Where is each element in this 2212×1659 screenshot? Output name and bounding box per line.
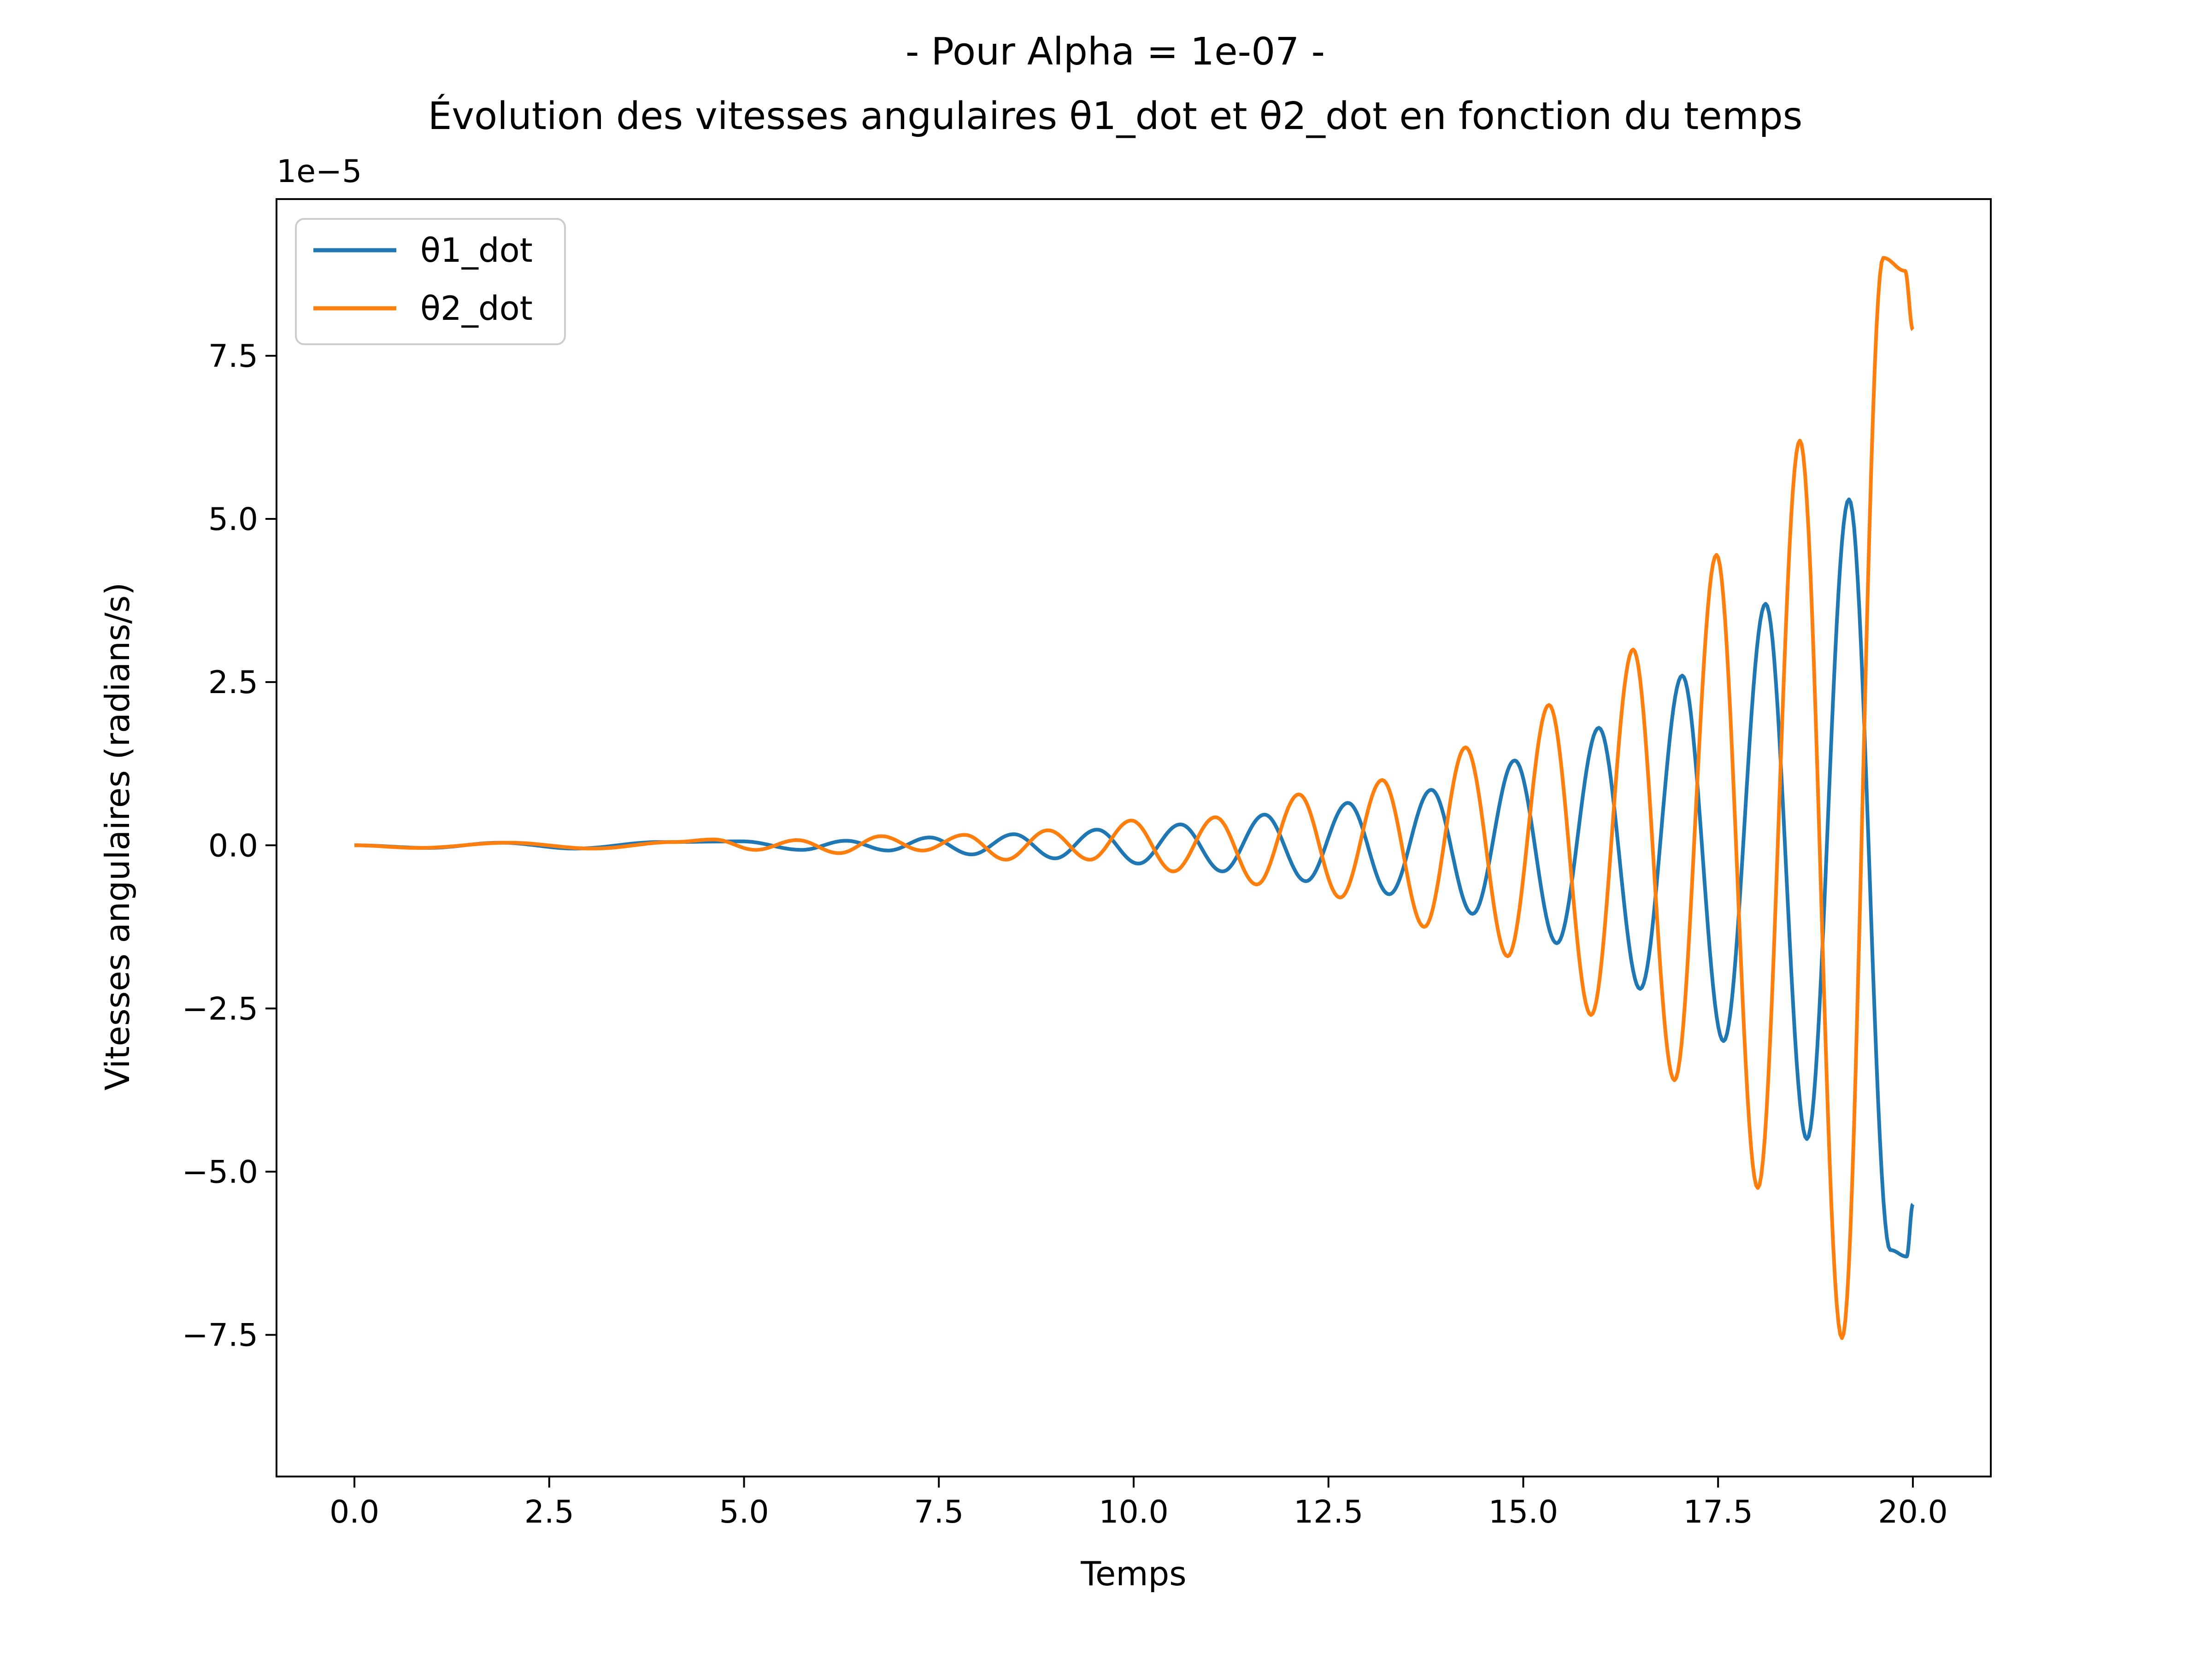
y-tick-label: −5.0: [182, 1154, 258, 1191]
series-layer: [354, 256, 1915, 1340]
y-tick-label: 2.5: [208, 665, 258, 701]
y-tick-label: 0.0: [208, 828, 258, 864]
plot-frame: [276, 198, 1992, 1477]
x-tick-label: 10.0: [1099, 1494, 1168, 1530]
x-tick-label: 5.0: [719, 1494, 769, 1530]
x-tick-label: 15.0: [1488, 1494, 1558, 1530]
series-line-theta2-dot: [354, 256, 1915, 1340]
y-offset-label: 1e−5: [276, 153, 362, 190]
y-tick-label: −2.5: [182, 991, 258, 1027]
x-ticks: 0.0 2.5 5.0 7.5 10.0 12.5 15.0 17.5 20.0: [329, 1477, 1948, 1530]
chart-title: - Pour Alpha = 1e-07 -: [906, 30, 1325, 74]
x-tick-label: 7.5: [914, 1494, 964, 1530]
y-axis-label: Vitesses angulaires (radians/s): [98, 582, 137, 1091]
series-line-theta1-dot: [354, 497, 1915, 1259]
legend-label-theta1: θ1_dot: [420, 231, 533, 270]
x-tick-label: 0.0: [329, 1494, 379, 1530]
legend: θ1_dot θ2_dot: [295, 218, 566, 345]
x-tick-label: 12.5: [1294, 1494, 1363, 1530]
y-ticks: −7.5 −5.0 −2.5 0.0 2.5 5.0 7.5: [182, 338, 276, 1354]
y-tick-label: 7.5: [208, 338, 258, 375]
chart-subtitle: Évolution des vitesses angulaires θ1_dot…: [428, 94, 1803, 138]
x-tick-label: 2.5: [524, 1494, 574, 1530]
x-tick-label: 17.5: [1683, 1494, 1753, 1530]
legend-label-theta2: θ2_dot: [420, 289, 533, 328]
x-tick-label: 20.0: [1878, 1494, 1947, 1530]
y-tick-label: 5.0: [208, 501, 258, 538]
y-tick-label: −7.5: [182, 1318, 258, 1354]
x-axis-label: Temps: [1080, 1554, 1186, 1593]
